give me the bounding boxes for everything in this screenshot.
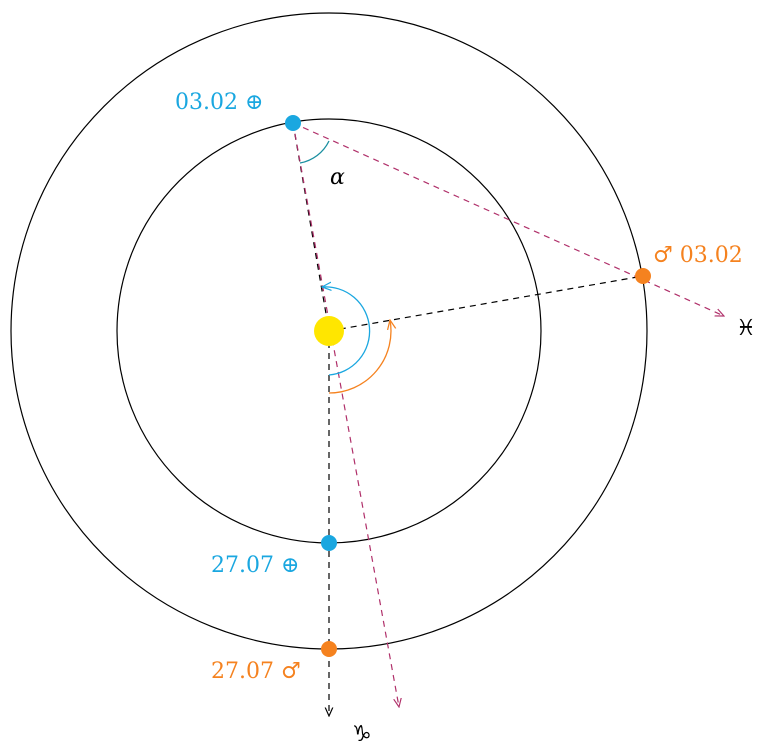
- sightline-to-capricorn: [292, 122, 399, 707]
- mars-jul-label: 27.07 ♂: [211, 659, 301, 684]
- earth-jul-label: 27.07 ⊕: [211, 553, 299, 578]
- alpha-angle-arc: [299, 140, 330, 164]
- earth-feb-label: 03.02 ⊕: [175, 90, 263, 115]
- angle-alpha-label: α: [330, 165, 345, 190]
- earth-motion-arc: [322, 287, 371, 376]
- sun-to-mars-feb-line: [328, 275, 644, 332]
- earth-jul-dot: [321, 535, 337, 551]
- pisces-zodiac-icon: ♓: [736, 316, 756, 341]
- mars-feb-label: ♂ 03.02: [653, 243, 743, 268]
- capricorn-zodiac-icon: ♑: [352, 722, 372, 744]
- mars-jul-dot: [321, 641, 337, 657]
- earth-feb-to-sun-line: [292, 122, 330, 332]
- earth-feb-dot: [285, 115, 301, 131]
- sightline-to-pisces: [292, 122, 724, 316]
- mars-motion-arc: [328, 320, 391, 394]
- mars-feb-dot: [635, 268, 651, 284]
- sun: [314, 316, 344, 346]
